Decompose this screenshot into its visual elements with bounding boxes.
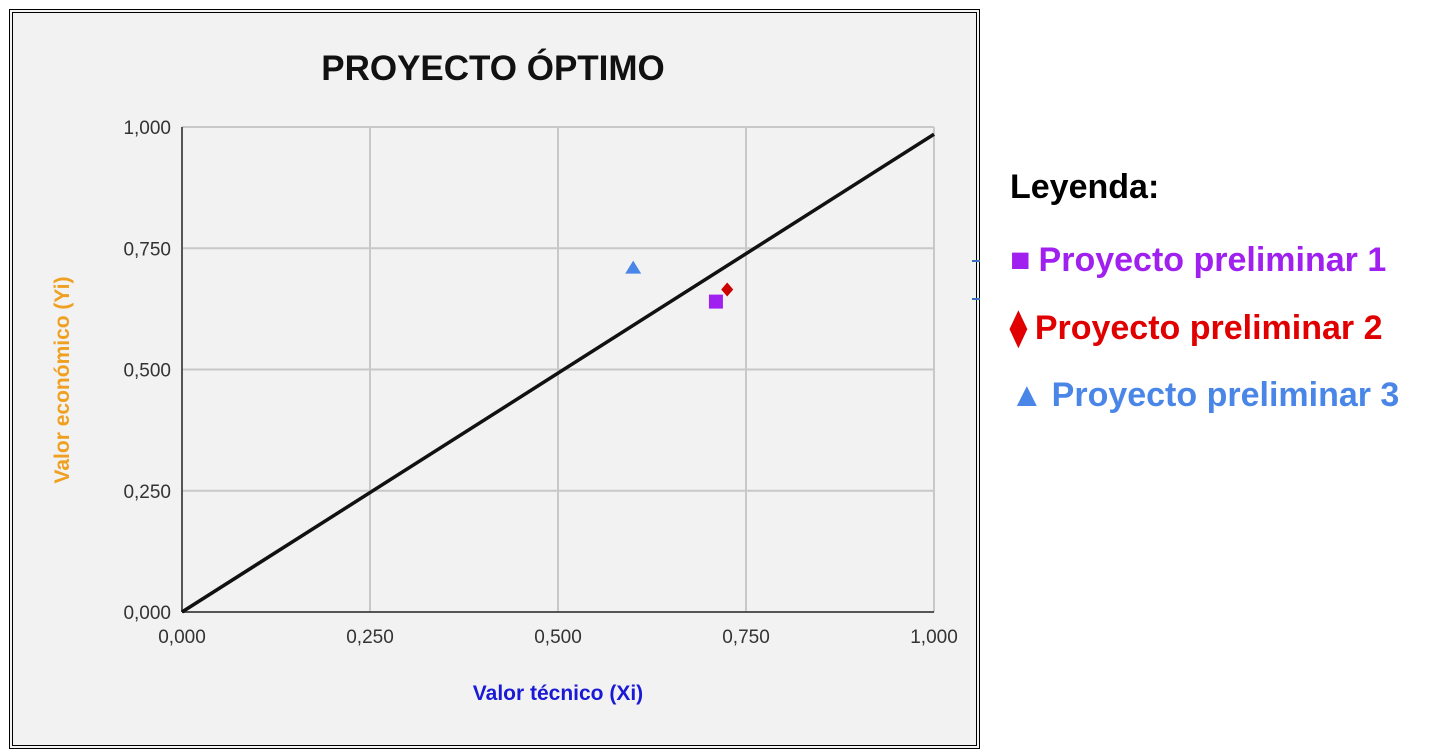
x-tick-label-2: 0,500: [534, 627, 582, 648]
legend-item-1: ■ Proyecto preliminar 1: [1010, 241, 1446, 280]
y-tick-label-4: 1,000: [123, 118, 171, 139]
y-tick-label-0: 0,000: [123, 603, 171, 624]
tick-labels-layer: 0,000 0,000 0,250 0,250 0,500 0,500 0,750 0,750…: [123, 118, 957, 648]
y-tick-label-3: 0,750: [123, 239, 171, 260]
reference-line: [181, 132, 935, 614]
legend-title: Leyenda:: [1010, 168, 1160, 206]
right-edge-mark-1: [972, 260, 980, 262]
point-diamond-2: [721, 282, 734, 297]
points-layer: [625, 260, 734, 309]
x-tick-label-3: 0,750: [722, 627, 770, 648]
chart-frame: [9, 9, 980, 749]
point-square-1: [708, 294, 723, 309]
triangle-icon: ▲: [1010, 376, 1044, 414]
legend-item-3: ▲ Proyecto preliminar 3: [1010, 376, 1446, 415]
chart-title: PROYECTO ÓPTIMO: [321, 48, 665, 88]
x-tick-label-1: 0,250: [346, 627, 394, 648]
x-axis-label: Valor técnico (Xi): [473, 682, 643, 705]
y-tick-label-2: 0,500: [123, 361, 171, 382]
right-edge-mark-2: [972, 298, 980, 300]
x-tick-label-4: 1,000: [910, 627, 958, 648]
legend-label-1: Proyecto preliminar 1: [1038, 241, 1387, 279]
reference-line-layer: [181, 132, 935, 614]
grid-layer: [181, 126, 935, 613]
legend-label-3: Proyecto preliminar 3: [1051, 376, 1400, 414]
legend-item-2: ⧫ Proyecto preliminar 2: [1010, 308, 1446, 348]
y-tick-label-1: 0,250: [123, 482, 171, 503]
legend: Leyenda: ■ Proyecto preliminar 1 ⧫ Proyect…: [1010, 168, 1446, 443]
x-tick-label-0: 0,000: [158, 627, 206, 648]
diamond-icon: ⧫: [1010, 309, 1027, 347]
point-triangle-3: [625, 260, 642, 274]
y-axis-label: Valor económico (Yi): [51, 277, 74, 484]
scatter-chart: PROYECTO ÓPTIMO 0,000 0,000 0,250 0,250 0,50…: [51, 48, 958, 705]
legend-label-2: Proyecto preliminar 2: [1034, 309, 1383, 347]
square-icon: ■: [1010, 241, 1031, 279]
